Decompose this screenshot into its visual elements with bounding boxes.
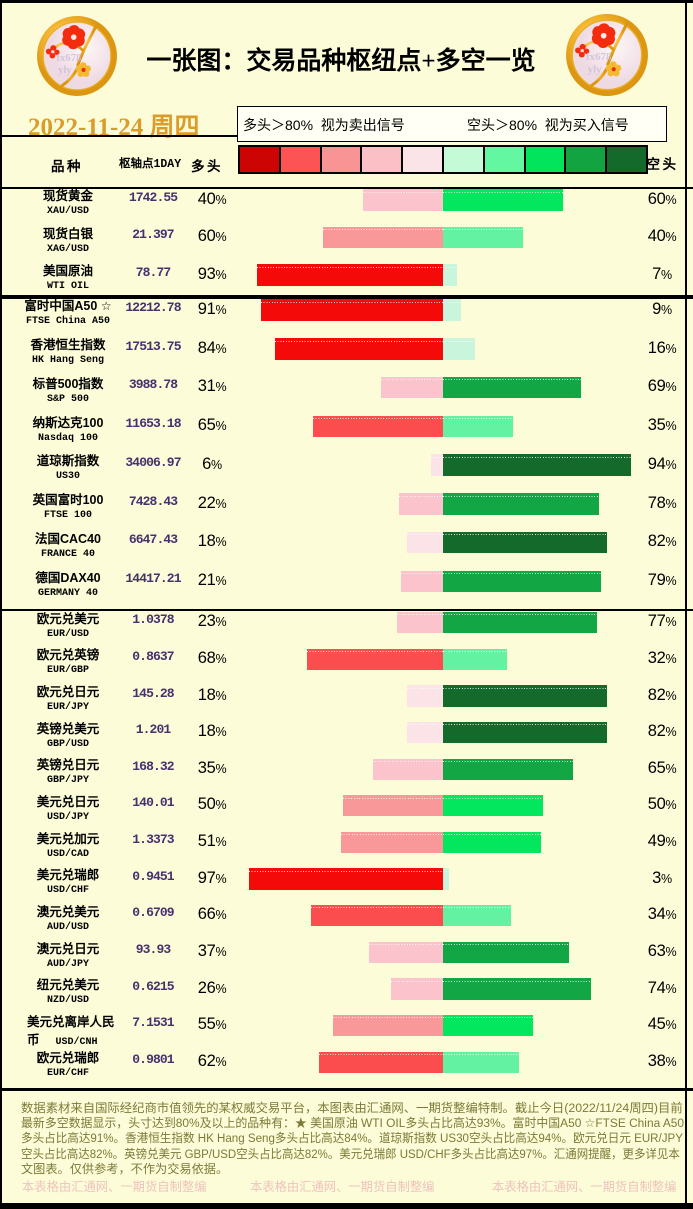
svg-text:yly: yly (58, 65, 72, 76)
svg-text:yly: yly (588, 64, 602, 76)
svg-text:fx678: fx678 (57, 53, 82, 64)
svg-text:fx678: fx678 (586, 51, 612, 63)
